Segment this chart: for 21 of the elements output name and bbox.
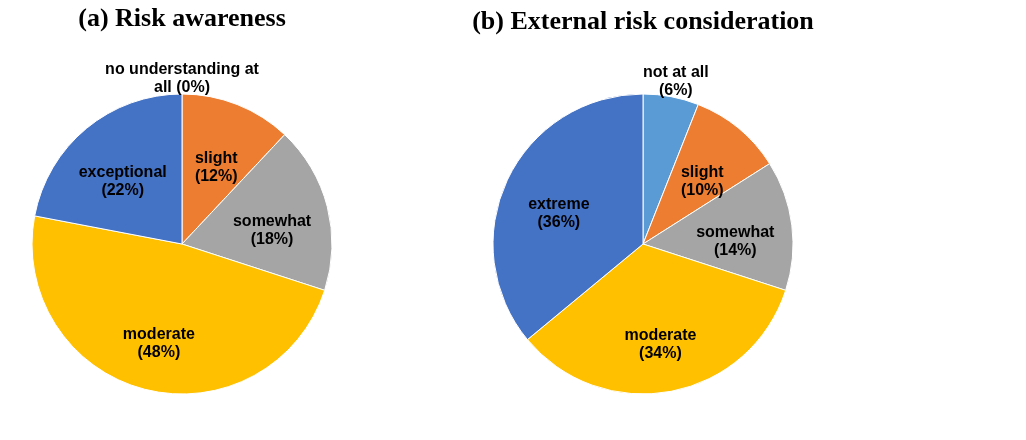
- data-label: (10%): [680, 181, 724, 199]
- slice-label: somewhat: [696, 223, 776, 241]
- category-label: no understanding at all (0%): [105, 60, 259, 95]
- slice-label: slight: [194, 148, 239, 166]
- data-label: (22%): [101, 181, 145, 199]
- slice-label: moderate: [122, 325, 195, 343]
- slice-label: exceptional: [78, 163, 167, 181]
- data-label: (48%): [137, 343, 181, 361]
- data-label: (18%): [250, 229, 294, 247]
- data-label: (34%): [639, 344, 682, 362]
- slice-label: slight: [680, 163, 725, 181]
- slice-label: extreme: [528, 195, 590, 213]
- slice-label: somewhat: [232, 211, 312, 229]
- slice-label: not at all: [642, 63, 709, 81]
- data-label: (14%): [713, 241, 757, 259]
- data-label: (12%): [194, 166, 238, 184]
- slice-label: moderate: [624, 326, 697, 344]
- data-label: (6%): [658, 81, 693, 99]
- data-label: (36%): [537, 213, 581, 231]
- chart-title: (b) External risk consideration: [472, 6, 815, 36]
- chart-title: (a) Risk awareness: [78, 3, 286, 32]
